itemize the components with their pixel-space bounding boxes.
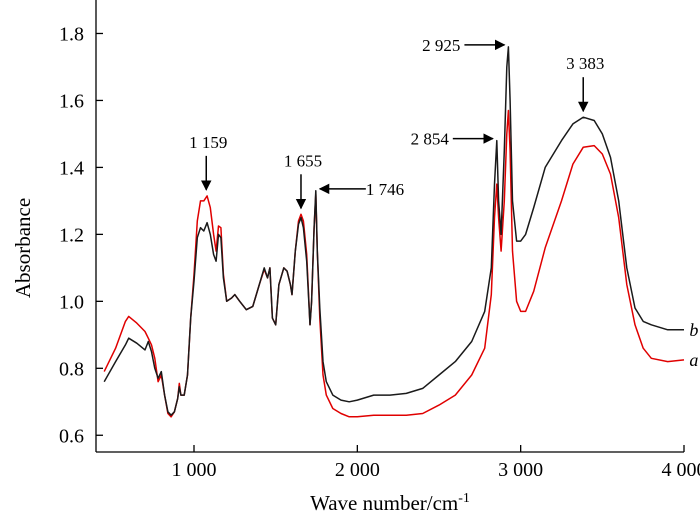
annotation-label: 2 925	[422, 36, 460, 55]
y-tick-label: 0.6	[59, 425, 84, 447]
series-label-a: a	[689, 350, 698, 370]
annotation-label: 3 383	[566, 54, 604, 73]
series-line-b	[103, 46, 684, 416]
x-axis-title: Wave number/cm-1	[310, 491, 470, 515]
axes: 0.6 0.8 1.0 1.2 1.4 1.6 1.8 1 000 2 000 3 000 4 00…	[59, 0, 700, 481]
y-axis-title: Absorbance	[11, 198, 35, 298]
y-tick-label: 1.8	[59, 23, 84, 45]
x-axis-title-main: Wave number/cm	[310, 491, 458, 515]
x-tick-label: 3 000	[498, 459, 543, 481]
annotation-label: 1 159	[189, 133, 227, 152]
y-tick-label: 1.0	[59, 291, 84, 313]
x-tick-label: 1 000	[172, 459, 217, 481]
annotation-label: 2 854	[411, 130, 450, 149]
annotation-label: 1 746	[366, 180, 404, 199]
x-tick-label: 2 000	[335, 459, 380, 481]
series-label-b: b	[689, 320, 698, 340]
y-tick-label: 1.2	[59, 224, 84, 246]
series-line-a	[103, 109, 685, 418]
x-tick-label: 4 000	[662, 459, 700, 481]
annotation-layer: 1 159 1 655 1 746 2 854 2 925 3 383	[189, 36, 604, 210]
x-axis-title-superscript: -1	[458, 491, 470, 506]
y-tick-label: 0.8	[59, 358, 84, 380]
annotation-label: 1 655	[284, 151, 322, 170]
y-tick-label: 1.6	[59, 90, 84, 112]
y-tick-label: 1.4	[59, 157, 84, 179]
series-layer: ab	[103, 46, 698, 418]
